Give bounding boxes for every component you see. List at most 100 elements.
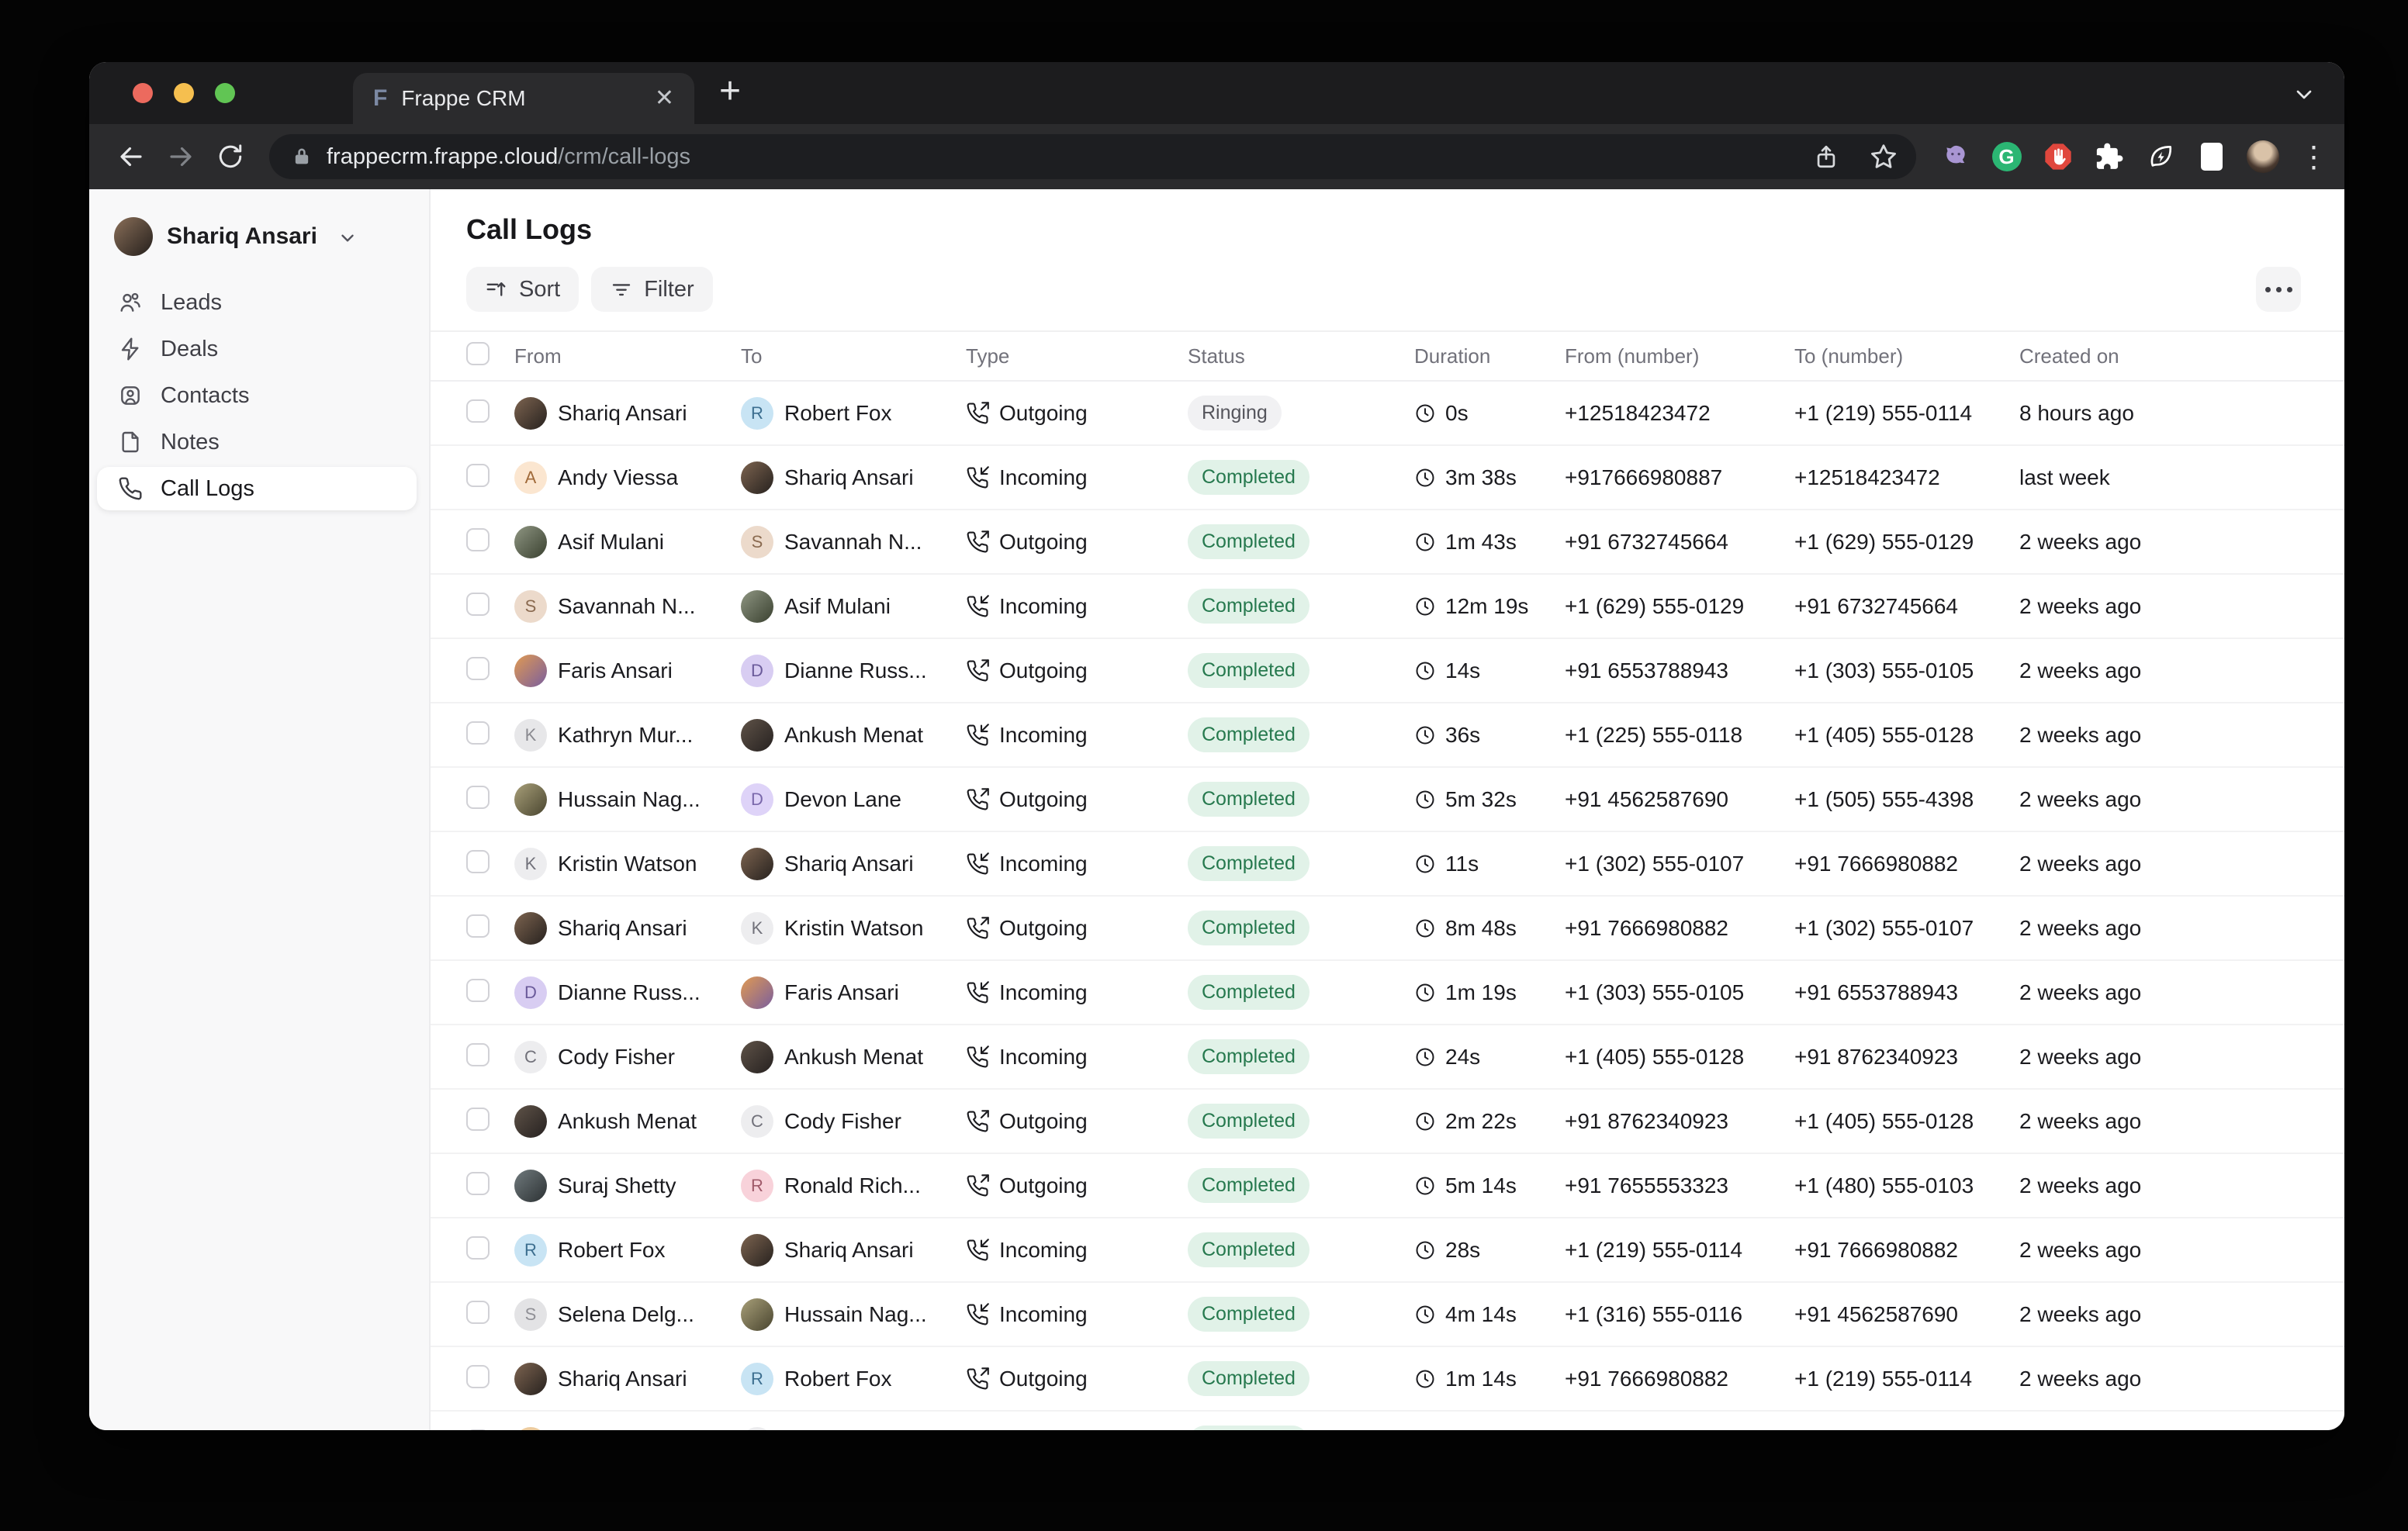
sidebar-nav: Leads Deals Contacts (97, 281, 417, 510)
to-avatar: D (741, 783, 773, 816)
sidebar-item-label: Contacts (161, 382, 250, 408)
duration: 36s (1445, 722, 1481, 747)
duration: 2m 22s (1445, 1108, 1517, 1133)
clock-icon (1416, 404, 1434, 422)
call-logs-table: From To Type Status Duration From (number) To … (431, 332, 2344, 1430)
row-checkbox[interactable] (466, 914, 490, 938)
row-checkbox[interactable] (466, 1236, 490, 1260)
table-row[interactable]: K Kristin Watson Shariq Ansari Incoming … (431, 832, 2344, 897)
row-checkbox[interactable] (466, 1043, 490, 1066)
from-name: Ankush Menat (558, 1108, 697, 1133)
sidebar-item-deals[interactable]: Deals (97, 327, 417, 371)
minimize-window-button[interactable] (174, 83, 194, 103)
to-avatar (741, 718, 773, 752)
row-checkbox[interactable] (466, 1108, 490, 1131)
row-checkbox[interactable] (466, 721, 490, 745)
table-row[interactable]: Shariq Ansari R Robert Fox Outgoing Comp… (431, 1347, 2344, 1412)
from-number: +1 (405) 555-0128 (1565, 1044, 1745, 1069)
to-avatar (741, 847, 773, 880)
main-panel: Call Logs Sort Filter (431, 189, 2344, 1430)
row-checkbox[interactable] (466, 1365, 490, 1388)
sidebar-item-contacts[interactable]: Contacts (97, 374, 417, 417)
table-row[interactable]: A Andy Viessa Shariq Ansari Incoming Com… (431, 446, 2344, 510)
from-name: Shariq Ansari (558, 1366, 687, 1391)
row-checkbox[interactable] (466, 850, 490, 873)
extensions-puzzle-icon[interactable] (2091, 140, 2126, 175)
to-number: +1 (629) 555-0129 (1794, 529, 1974, 554)
from-number: +1 (219) 555-0114 (1565, 1237, 1743, 1262)
new-tab-button[interactable]: + (719, 71, 742, 112)
row-checkbox[interactable] (466, 1429, 490, 1430)
table-row[interactable]: D Dianne Russ... Faris Ansari Incoming C… (431, 961, 2344, 1025)
table-row[interactable]: K Kathryn Mur... Ankush Menat Incoming C… (431, 703, 2344, 768)
sidebar-item-notes[interactable]: Notes (97, 420, 417, 464)
bookmark-star-icon[interactable] (1862, 135, 1905, 178)
octocat-extension-icon[interactable] (1938, 140, 1973, 175)
column-header: To (number) (1794, 344, 1904, 368)
clock-icon (1416, 1112, 1434, 1130)
tab-strip-chevron-icon[interactable] (2292, 82, 2316, 107)
table-row[interactable]: S Savannah N... Asif Mulani Incoming Com… (431, 575, 2344, 639)
row-checkbox[interactable] (466, 786, 490, 809)
browser-tab[interactable]: F Frappe CRM ✕ (353, 73, 694, 124)
close-window-button[interactable] (133, 83, 153, 103)
table-row[interactable]: Completed (431, 1412, 2344, 1430)
table-row[interactable]: Faris Ansari D Dianne Russ... Outgoing C… (431, 639, 2344, 703)
from-avatar (514, 1169, 547, 1202)
row-checkbox[interactable] (466, 528, 490, 551)
table-row[interactable]: R Robert Fox Shariq Ansari Incoming Comp… (431, 1218, 2344, 1283)
table-row[interactable]: S Selena Delg... Hussain Nag... Incoming… (431, 1283, 2344, 1347)
leaf-bolt-extension-icon[interactable] (2143, 140, 2178, 175)
row-checkbox[interactable] (466, 399, 490, 423)
share-icon[interactable] (1804, 135, 1848, 178)
sidebar-item-call-logs[interactable]: Call Logs (97, 467, 417, 510)
clock-icon (1416, 533, 1434, 551)
row-checkbox[interactable] (466, 657, 490, 680)
profile-avatar[interactable] (2245, 140, 2280, 175)
filter-label: Filter (644, 276, 694, 302)
row-checkbox[interactable] (466, 1172, 490, 1195)
sidebar-item-leads[interactable]: Leads (97, 281, 417, 324)
users-icon (117, 289, 144, 316)
from-number: +91 6553788943 (1565, 658, 1728, 683)
clock-icon (1416, 1048, 1434, 1066)
list-controls: Sort Filter (466, 267, 2344, 312)
menu-dots-icon[interactable]: ⋮ (2299, 140, 2329, 174)
to-number: +1 (480) 555-0103 (1794, 1173, 1974, 1197)
table-row[interactable]: C Cody Fisher Ankush Menat Incoming Comp… (431, 1025, 2344, 1090)
zoom-window-button[interactable] (215, 83, 235, 103)
back-arrow-icon[interactable] (109, 135, 153, 178)
row-checkbox[interactable] (466, 979, 490, 1002)
row-checkbox[interactable] (466, 464, 490, 487)
table-row[interactable]: Ankush Menat C Cody Fisher Outgoing Comp… (431, 1090, 2344, 1154)
from-avatar (514, 1426, 547, 1430)
more-options-button[interactable] (2256, 267, 2301, 312)
select-all-checkbox[interactable] (466, 341, 490, 365)
table-row[interactable]: Asif Mulani S Savannah N... Outgoing Com… (431, 510, 2344, 575)
from-number: +91 6732745664 (1565, 529, 1728, 554)
table-row[interactable]: Shariq Ansari R Robert Fox Outgoing Ring… (431, 382, 2344, 446)
grammarly-extension-icon[interactable]: G (1989, 140, 2024, 175)
row-checkbox[interactable] (466, 1301, 490, 1324)
sort-button[interactable]: Sort (466, 267, 580, 312)
address-bar[interactable]: frappecrm.frappe.cloud/crm/call-logs (269, 134, 1916, 179)
created-on: 2 weeks ago (2019, 722, 2142, 747)
phone-incoming-icon (967, 1238, 989, 1260)
reload-icon[interactable] (209, 135, 252, 178)
side-panel-icon[interactable] (2194, 140, 2229, 175)
user-menu[interactable]: Shariq Ansari (97, 217, 417, 256)
forward-arrow-icon[interactable] (159, 135, 202, 178)
to-avatar (741, 461, 773, 494)
clock-icon (1416, 662, 1434, 679)
adblock-extension-icon[interactable] (2040, 140, 2075, 175)
from-name: Suraj Shetty (558, 1173, 676, 1197)
table-row[interactable]: Shariq Ansari K Kristin Watson Outgoing … (431, 897, 2344, 961)
filter-button[interactable]: Filter (591, 267, 713, 312)
table-row[interactable]: Suraj Shetty R Ronald Rich... Outgoing C… (431, 1154, 2344, 1218)
chevron-down-icon (337, 228, 358, 248)
table-row[interactable]: Hussain Nag... D Devon Lane Outgoing Com… (431, 768, 2344, 832)
call-type-label: Outgoing (999, 1366, 1088, 1391)
row-checkbox[interactable] (466, 593, 490, 616)
tab-close-icon[interactable]: ✕ (654, 85, 674, 111)
to-avatar: R (741, 1169, 773, 1202)
